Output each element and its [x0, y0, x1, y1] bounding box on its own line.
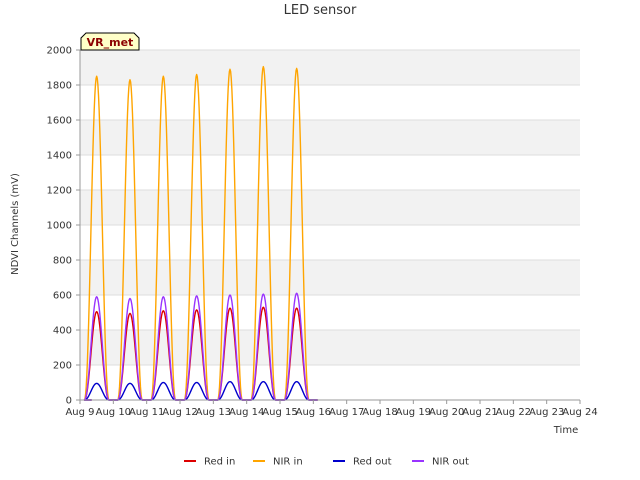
- legend-item-red-out: Red out: [333, 457, 392, 468]
- x-tick-label: Aug 19: [396, 407, 431, 418]
- y-axis-title: NDVI Channels (mV): [10, 173, 21, 275]
- x-tick-label: Aug 9: [65, 407, 94, 418]
- x-tick-label: Aug 15: [262, 407, 297, 418]
- legend-label: Red in: [204, 457, 235, 468]
- badge-shape: [80, 32, 140, 51]
- x-axis-title: Time: [553, 425, 578, 436]
- legend-label: NIR in: [273, 457, 303, 468]
- x-tick-label: Aug 10: [96, 407, 131, 418]
- plot-band: [80, 85, 580, 120]
- plot-background: [80, 50, 580, 400]
- y-tick-label: 1400: [47, 151, 72, 162]
- legend: Red in NIR in Red out NIR out: [184, 457, 469, 468]
- y-tick-label: 1200: [47, 186, 72, 197]
- x-tick-label: Aug 23: [529, 407, 564, 418]
- plot-band: [80, 155, 580, 190]
- y-tick-label: 1600: [47, 116, 72, 127]
- x-tick-label: Aug 21: [462, 407, 497, 418]
- series-line-red-out: [83, 380, 318, 401]
- legend-label: Red out: [353, 457, 392, 468]
- y-tick-label: 1800: [47, 81, 72, 92]
- y-tick-label: 2000: [47, 46, 72, 57]
- legend-item-red-in: Red in: [184, 457, 235, 468]
- chart-title: LED sensor: [284, 3, 357, 18]
- legend-item-nir-in: NIR in: [253, 457, 303, 468]
- plot-band: [80, 295, 580, 330]
- plot-band: [80, 190, 580, 225]
- legend-label: NIR out: [432, 457, 469, 468]
- series-line-nir-in: [83, 65, 318, 401]
- plot-band: [80, 225, 580, 260]
- plot-band: [80, 260, 580, 295]
- x-tick-label: Aug 20: [429, 407, 464, 418]
- badge-label: VR_met: [87, 36, 134, 49]
- plot-band: [80, 50, 580, 85]
- series-layer: [83, 65, 318, 401]
- y-tick-label: 1000: [47, 221, 72, 232]
- x-tick-label: Aug 16: [296, 407, 331, 418]
- x-tick-label: Aug 13: [196, 407, 231, 418]
- y-tick-label: 400: [53, 326, 72, 337]
- x-tick-label: Aug 18: [362, 407, 397, 418]
- legend-item-nir-out: NIR out: [412, 457, 469, 468]
- x-tick-label: Aug 24: [562, 407, 597, 418]
- y-tick-label: 0: [66, 396, 72, 407]
- x-tick-label: Aug 12: [162, 407, 197, 418]
- plot-band: [80, 120, 580, 155]
- x-tick-label: Aug 22: [496, 407, 531, 418]
- x-tick-label: Aug 11: [129, 407, 164, 418]
- y-axis-ticks: 0 200 400 600 800 1000 1200 1400 1600 1800 2000: [47, 46, 80, 407]
- x-tick-label: Aug 17: [329, 407, 364, 418]
- series-line-nir-out: [83, 292, 318, 401]
- plot-band: [80, 330, 580, 365]
- y-tick-label: 600: [53, 291, 72, 302]
- vr-met-badge: VR_met: [80, 32, 140, 51]
- y-tick-label: 200: [53, 361, 72, 372]
- y-tick-label: 800: [53, 256, 72, 267]
- x-tick-label: Aug 14: [229, 407, 264, 418]
